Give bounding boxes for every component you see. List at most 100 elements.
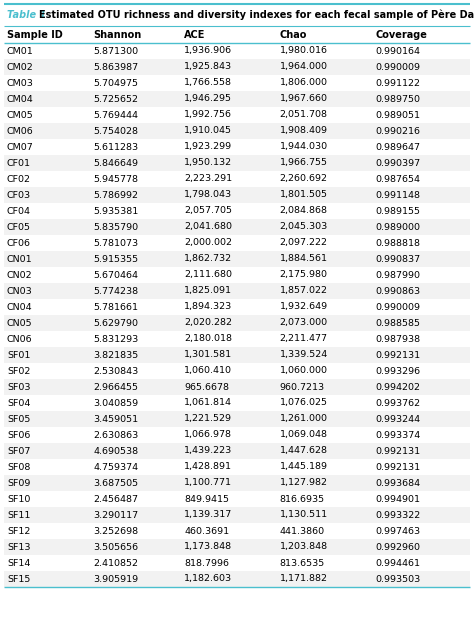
Bar: [4, 539, 470, 555]
Text: 818.7996: 818.7996: [184, 558, 229, 568]
Text: CN05: CN05: [7, 319, 33, 327]
Text: 1,428.891: 1,428.891: [184, 463, 232, 471]
Text: 1,447.628: 1,447.628: [280, 446, 328, 455]
Text: 3.821835: 3.821835: [93, 350, 138, 360]
Text: 0.990397: 0.990397: [375, 158, 420, 168]
Text: CM03: CM03: [7, 78, 34, 88]
Text: 5.754028: 5.754028: [93, 127, 138, 135]
Text: 1,069.048: 1,069.048: [280, 430, 328, 440]
Text: 0.989000: 0.989000: [375, 222, 420, 232]
Text: CF05: CF05: [7, 222, 31, 232]
Text: 2,057.705: 2,057.705: [184, 207, 232, 215]
Text: 0.994202: 0.994202: [375, 383, 420, 391]
Text: 1,932.649: 1,932.649: [280, 302, 328, 312]
Text: 1,339.524: 1,339.524: [280, 350, 328, 360]
Bar: [4, 443, 470, 459]
Text: 0.993762: 0.993762: [375, 399, 420, 407]
Text: 5.786992: 5.786992: [93, 191, 138, 199]
Text: 0.992131: 0.992131: [375, 446, 420, 455]
Text: 5.831293: 5.831293: [93, 335, 138, 343]
Text: 2,084.868: 2,084.868: [280, 207, 328, 215]
Text: 0.988585: 0.988585: [375, 319, 420, 327]
Text: SF12: SF12: [7, 527, 30, 535]
Text: 460.3691: 460.3691: [184, 527, 229, 535]
Text: SF03: SF03: [7, 383, 30, 391]
Text: 2,097.222: 2,097.222: [280, 238, 328, 248]
Text: 1,857.022: 1,857.022: [280, 286, 328, 296]
Bar: [4, 395, 470, 411]
Text: 2,073.000: 2,073.000: [280, 319, 328, 327]
Text: Coverage: Coverage: [375, 30, 427, 40]
Text: 1,825.091: 1,825.091: [184, 286, 232, 296]
Text: 1,060.410: 1,060.410: [184, 366, 232, 376]
Bar: [4, 251, 470, 267]
Text: 1,301.581: 1,301.581: [184, 350, 232, 360]
Text: 1,100.771: 1,100.771: [184, 479, 232, 487]
Text: 2.456487: 2.456487: [93, 494, 138, 504]
Text: 1,261.000: 1,261.000: [280, 414, 328, 424]
Text: 2,020.282: 2,020.282: [184, 319, 232, 327]
Text: Estimated OTU richness and diversity indexes for each fecal sample of Père David: Estimated OTU richness and diversity ind…: [39, 10, 474, 20]
Text: SF10: SF10: [7, 494, 30, 504]
Text: 3.252698: 3.252698: [93, 527, 138, 535]
Text: 5.774238: 5.774238: [93, 286, 138, 296]
Text: 0.992131: 0.992131: [375, 350, 420, 360]
Bar: [4, 299, 470, 315]
Text: 3.459051: 3.459051: [93, 414, 138, 424]
Bar: [4, 59, 470, 75]
Text: 0.990837: 0.990837: [375, 255, 420, 263]
Text: 1,884.561: 1,884.561: [280, 255, 328, 263]
Text: 4.759374: 4.759374: [93, 463, 138, 471]
Text: 0.987938: 0.987938: [375, 335, 420, 343]
Text: SF07: SF07: [7, 446, 30, 455]
Text: 1,946.295: 1,946.295: [184, 94, 232, 104]
Text: 1,944.030: 1,944.030: [280, 142, 328, 152]
Text: 2,045.303: 2,045.303: [280, 222, 328, 232]
Bar: [4, 379, 470, 395]
Text: SF06: SF06: [7, 430, 30, 440]
Text: 1,806.000: 1,806.000: [280, 78, 328, 88]
Text: 5.704975: 5.704975: [93, 78, 138, 88]
Text: 0.992960: 0.992960: [375, 543, 420, 551]
Text: 5.863987: 5.863987: [93, 63, 138, 71]
Text: 0.994901: 0.994901: [375, 494, 420, 504]
Text: 5.915355: 5.915355: [93, 255, 138, 263]
Text: 0.990164: 0.990164: [375, 47, 420, 55]
Text: 0.989155: 0.989155: [375, 207, 420, 215]
Text: SF09: SF09: [7, 479, 30, 487]
Bar: [4, 507, 470, 523]
Text: 1,950.132: 1,950.132: [184, 158, 232, 168]
Text: CM05: CM05: [7, 111, 34, 119]
Text: 1,439.223: 1,439.223: [184, 446, 232, 455]
Text: SF01: SF01: [7, 350, 30, 360]
Text: 2,260.692: 2,260.692: [280, 175, 328, 183]
Text: 0.987654: 0.987654: [375, 175, 420, 183]
Text: 1,894.323: 1,894.323: [184, 302, 232, 312]
Text: 1,182.603: 1,182.603: [184, 574, 232, 584]
Text: 5.935381: 5.935381: [93, 207, 138, 215]
Bar: [4, 139, 470, 155]
Text: 1,445.189: 1,445.189: [280, 463, 328, 471]
Text: 1,060.000: 1,060.000: [280, 366, 328, 376]
Text: 5.781073: 5.781073: [93, 238, 138, 248]
Text: Sample ID: Sample ID: [7, 30, 63, 40]
Text: CF01: CF01: [7, 158, 31, 168]
Text: 0.992131: 0.992131: [375, 463, 420, 471]
Text: 1,910.045: 1,910.045: [184, 127, 232, 135]
Text: 5.835790: 5.835790: [93, 222, 138, 232]
Text: 2,041.680: 2,041.680: [184, 222, 232, 232]
Text: 2.530843: 2.530843: [93, 366, 138, 376]
Text: SF05: SF05: [7, 414, 30, 424]
Bar: [4, 459, 470, 475]
Text: 1,801.505: 1,801.505: [280, 191, 328, 199]
Bar: [4, 427, 470, 443]
Text: 1,076.025: 1,076.025: [280, 399, 328, 407]
Bar: [4, 91, 470, 107]
Text: CN04: CN04: [7, 302, 33, 312]
Text: 0.990216: 0.990216: [375, 127, 420, 135]
Text: SF13: SF13: [7, 543, 30, 551]
Text: 0.990863: 0.990863: [375, 286, 420, 296]
Bar: [4, 475, 470, 491]
Bar: [4, 203, 470, 219]
Text: 1,980.016: 1,980.016: [280, 47, 328, 55]
